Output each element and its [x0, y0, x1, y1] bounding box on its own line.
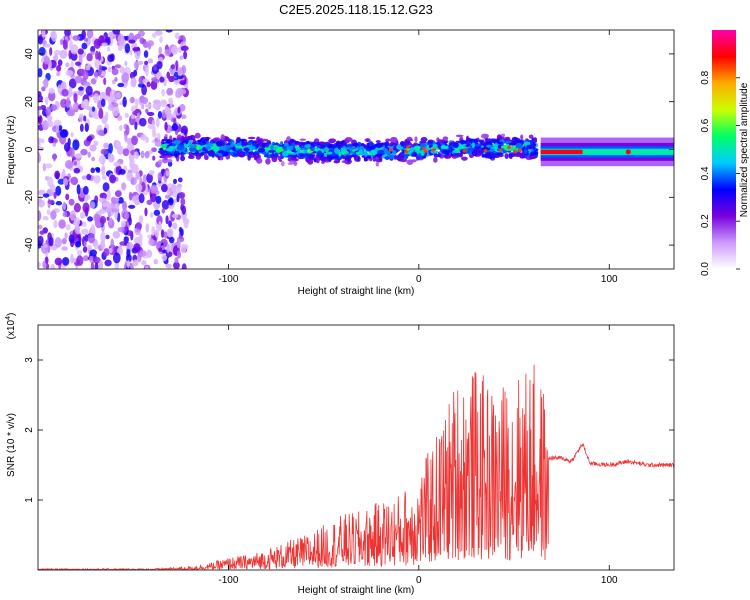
snr-ytick-label: 3	[24, 357, 35, 363]
chart-title: C2E5.2025.118.15.12.G23	[279, 2, 433, 17]
spectrogram-ytick-label: -40	[24, 237, 35, 252]
colorbar: 0.0 0.2 0.4 0.6 0.8 Normalized spectral ampl…	[700, 30, 750, 276]
snr-series-line	[38, 364, 674, 570]
spectrogram-xtick-label: 0	[416, 274, 422, 285]
snr-ytick-label: 1	[24, 497, 35, 503]
spectrogram-ylabel: Frequency (Hz)	[6, 116, 17, 185]
spectrogram-image	[38, 30, 674, 269]
snr-xtick-label: 0	[416, 575, 422, 586]
colorbar-tick-label: 0.2	[700, 214, 711, 228]
spectrogram-panel: -100 0 100 -40 -20 0 20 40 Height of straight l…	[6, 29, 675, 297]
snr-xtick-label: -100	[218, 575, 238, 586]
snr-panel: -100 0 100 1 2 3 Height of straight line (km)…	[5, 313, 675, 596]
spectrogram-xtick-label: -100	[218, 274, 238, 285]
spectrogram-ytick-label: -20	[24, 190, 35, 205]
spectrogram-xlabel: Height of straight line (km)	[298, 286, 415, 297]
colorbar-tick-label: 0.4	[700, 166, 711, 180]
snr-xlabel: Height of straight line (km)	[298, 585, 415, 596]
snr-frame	[37, 324, 675, 571]
snr-xtick-label: 100	[601, 575, 618, 586]
spectrogram-ytick-label: 40	[24, 48, 35, 60]
colorbar-gradient	[712, 30, 736, 269]
colorbar-tick-label: 0.8	[700, 70, 711, 84]
spectrogram-xtick-label: 100	[601, 274, 618, 285]
colorbar-tick-label: 0.6	[700, 118, 711, 132]
colorbar-label: Normalized spectral amplitude	[739, 82, 750, 217]
snr-ylabel: SNR (10 * v/v)	[6, 413, 17, 477]
snr-ytick-label: 2	[24, 427, 35, 433]
spectrogram-ytick-label: 20	[24, 96, 35, 108]
colorbar-tick-label: 0.0	[700, 262, 711, 276]
spectrogram-ytick-label: 0	[24, 146, 35, 152]
snr-multiplier: (x104)	[5, 313, 17, 340]
